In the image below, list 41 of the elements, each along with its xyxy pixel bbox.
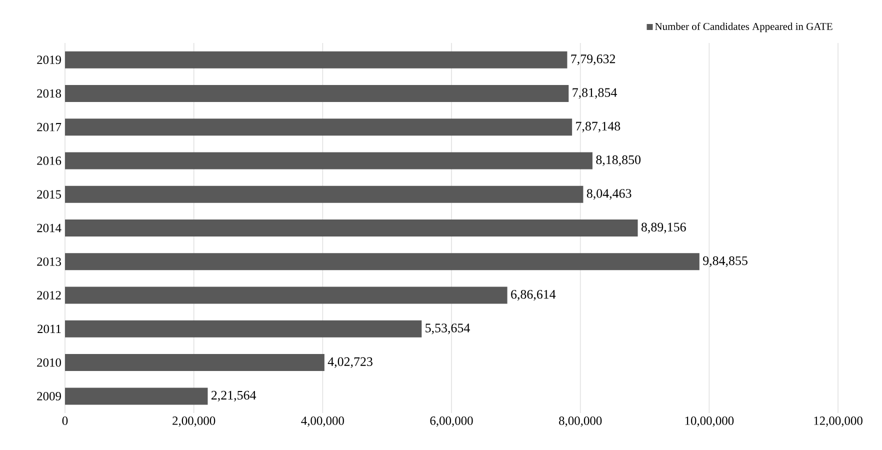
y-tick-label: 2009	[37, 392, 61, 400]
bar	[65, 84, 569, 102]
x-tick-label: 2,00,000	[172, 416, 216, 427]
bar	[65, 186, 584, 203]
bar	[65, 253, 700, 270]
data-label: 2,21,564	[211, 390, 256, 402]
bar	[65, 152, 592, 170]
bar	[65, 388, 208, 405]
x-tick-label: 6,00,000	[430, 416, 473, 427]
data-label: 8,04,463	[586, 189, 632, 200]
x-tick-label: 8,00,000	[559, 416, 602, 427]
data-label: 7,79,632	[571, 54, 616, 66]
y-tick-label: 2016	[37, 156, 62, 165]
y-tick-label: 2015	[37, 190, 61, 199]
data-label: 7,81,854	[572, 88, 617, 99]
x-tick-label: 12,00,000	[814, 416, 862, 427]
bar	[65, 354, 324, 372]
data-label: 5,53,654	[426, 324, 470, 334]
data-label: 8,18,850	[596, 155, 641, 166]
y-tick-label: 2012	[37, 291, 61, 300]
legend-label: Number of Candidates Appeared in GATE	[655, 22, 832, 32]
y-tick-label: 2010	[37, 358, 62, 367]
y-tick-label: 2013	[37, 257, 61, 266]
y-tick-label: 2014	[37, 224, 62, 232]
bar	[65, 286, 508, 304]
data-label: 6,86,614	[511, 290, 556, 301]
y-tick-label: 2011	[38, 324, 61, 334]
bar	[65, 51, 568, 68]
data-label: 8,89,156	[641, 222, 686, 234]
x-tick-label: 0	[62, 416, 68, 425]
data-label: 9,84,855	[703, 256, 748, 267]
y-tick-label: 2017	[37, 122, 62, 132]
bar	[65, 220, 638, 237]
y-tick-label: 2018	[37, 89, 62, 98]
data-label: 7,87,148	[576, 122, 620, 132]
y-tick-label: 2019	[37, 56, 61, 64]
x-tick-label: 10,00,000	[685, 416, 734, 427]
bar	[65, 118, 572, 136]
bar	[65, 320, 422, 338]
data-label: 4,02,723	[328, 357, 372, 368]
x-tick-label: 4,00,000	[301, 416, 344, 427]
